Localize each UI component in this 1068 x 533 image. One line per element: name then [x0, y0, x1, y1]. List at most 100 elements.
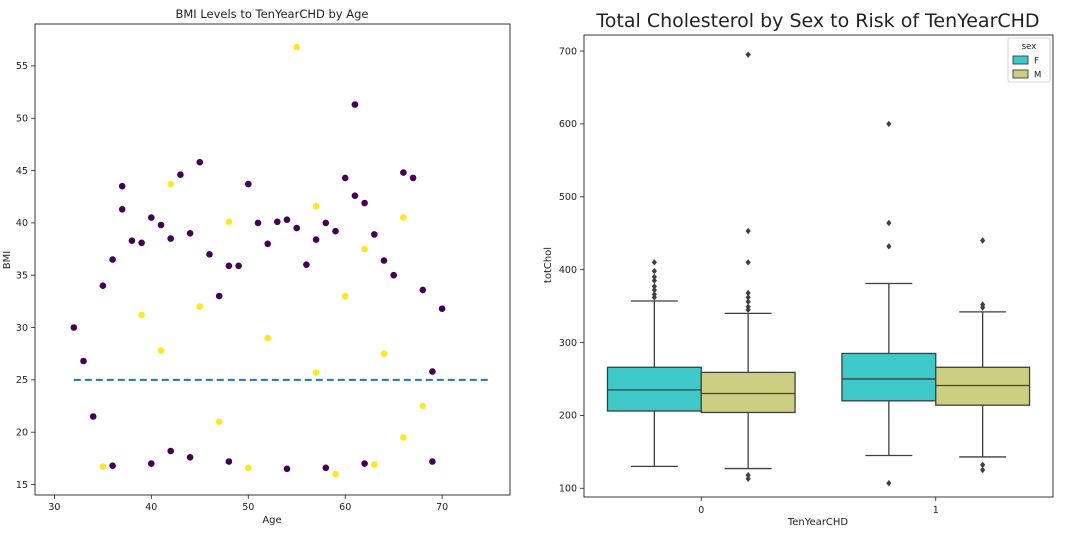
scatter-point [225, 218, 233, 226]
outlier-marker [886, 219, 892, 227]
scatter-point [361, 460, 368, 467]
scatter-point [371, 461, 378, 468]
x-tick-label: 50 [242, 502, 254, 513]
scatter-point [70, 324, 78, 331]
outlier-marker [980, 301, 986, 308]
scatter-point [148, 460, 155, 467]
scatter-point [109, 462, 116, 470]
scatter-point [196, 303, 204, 310]
outlier-marker [745, 471, 751, 479]
box-F-1 [841, 120, 937, 487]
boxplot-y-axis-ticks: 100 200 300 400 500 600 700 [559, 46, 584, 495]
y-tick-label: 40 [16, 218, 28, 229]
bmi-age-scatter-chart: BMI Levels to TenYearCHD by Age 30 40 50 60… [2, 7, 511, 526]
scatter-point [80, 357, 87, 365]
scatter-point [390, 271, 398, 279]
boxplot-legend: sex FM [1007, 37, 1051, 83]
scatter-point [99, 463, 107, 471]
scatter-x-axis-ticks: 30 40 50 60 70 [48, 495, 448, 513]
outlier-marker [651, 286, 657, 294]
scatter-point [264, 240, 272, 248]
outlier-marker [745, 298, 751, 305]
y-tick-label: 400 [559, 265, 577, 276]
scatter-point [157, 221, 165, 229]
outlier-marker [886, 243, 892, 250]
scatter-point [167, 235, 174, 242]
scatter-point [322, 464, 330, 472]
scatter-point [225, 458, 233, 465]
scatter-point [128, 237, 136, 244]
scatter-y-axis-label: BMI [2, 251, 13, 269]
scatter-point [274, 218, 281, 226]
boxplot-title: Total Cholesterol by Sex to Risk of TenY… [595, 10, 1039, 32]
outlier-marker [980, 237, 986, 244]
y-tick-label: 55 [16, 61, 28, 72]
outlier-marker [745, 289, 751, 297]
scatter-points [70, 43, 446, 478]
boxplot-x-axis-label: TenYearCHD [787, 517, 849, 528]
scatter-point [341, 174, 349, 182]
y-tick-label: 200 [559, 411, 577, 422]
outlier-marker [651, 273, 657, 281]
legend-swatch [1012, 69, 1029, 79]
x-tick-label: 0 [698, 505, 704, 516]
outlier-marker [651, 283, 657, 290]
scatter-point [157, 347, 165, 354]
iqr-box [841, 352, 937, 402]
scatter-point [351, 101, 359, 108]
scatter-point [196, 158, 204, 166]
scatter-title: BMI Levels to TenYearCHD by Age [175, 7, 368, 21]
outlier-marker [980, 461, 986, 469]
scatter-point [225, 262, 233, 270]
y-tick-label: 15 [16, 480, 28, 491]
outlier-marker [745, 227, 751, 235]
scatter-point [186, 230, 194, 237]
y-tick-label: 25 [16, 375, 28, 386]
y-tick-label: 700 [559, 46, 577, 57]
scatter-point [245, 464, 252, 472]
outlier-marker [980, 466, 986, 474]
scatter-point [148, 214, 155, 221]
legend-label: M [1034, 71, 1041, 81]
legend-swatch [1012, 55, 1029, 65]
scatter-plot-frame [34, 23, 511, 496]
x-tick-label: 70 [436, 502, 448, 513]
scatter-point [118, 206, 126, 213]
scatter-point [293, 224, 301, 232]
scatter-point [293, 43, 301, 51]
scatter-point [215, 418, 223, 426]
outlier-marker [745, 294, 751, 301]
outlier-marker [886, 479, 892, 487]
scatter-point [303, 261, 310, 269]
cholesterol-boxplot-chart: Total Cholesterol by Sex to Risk of TenY… [543, 10, 1054, 528]
x-tick-label: 40 [145, 502, 157, 513]
scatter-point [438, 305, 446, 313]
scatter-point [264, 334, 272, 342]
x-tick-label: 1 [933, 505, 939, 516]
scatter-point [332, 227, 339, 235]
box-M-1 [935, 237, 1031, 474]
scatter-point [138, 311, 145, 319]
scatter-point [109, 256, 116, 263]
outlier-marker [745, 51, 751, 58]
scatter-point [177, 171, 184, 178]
scatter-point [409, 174, 417, 182]
scatter-point [99, 282, 107, 290]
scatter-point [380, 257, 388, 264]
boxplot-boxes [606, 51, 1031, 487]
scatter-point [312, 369, 320, 376]
scatter-point [312, 202, 320, 210]
scatter-point [380, 350, 388, 358]
scatter-point [361, 199, 368, 207]
scatter-point [118, 182, 126, 190]
scatter-point [245, 180, 252, 188]
scatter-point [332, 470, 339, 478]
scatter-point [429, 458, 436, 465]
scatter-point [400, 434, 407, 441]
scatter-point [215, 292, 223, 300]
scatter-point [167, 447, 174, 455]
outlier-marker [886, 120, 892, 128]
boxplot-y-axis-label: totChol [543, 247, 554, 283]
scatter-y-axis-ticks: 15 20 25 30 35 40 45 50 55 [16, 61, 35, 491]
